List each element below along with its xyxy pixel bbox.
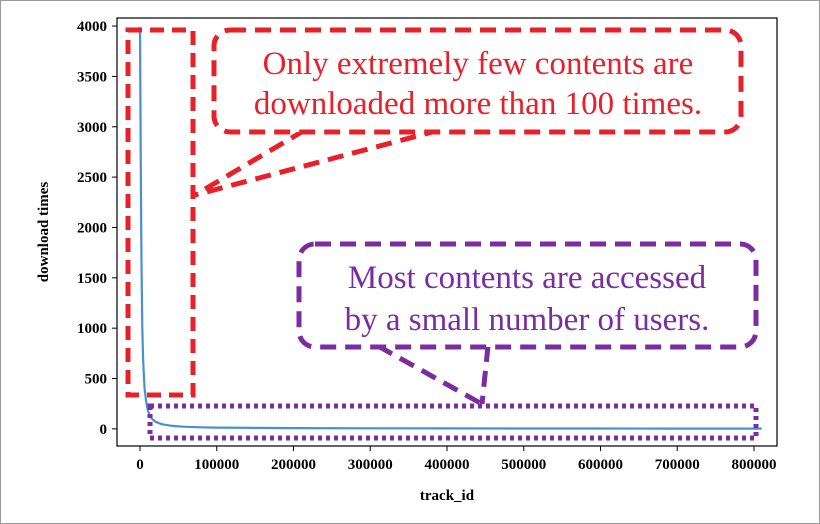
purple-callout-line-1: Most contents are accessed: [348, 260, 707, 296]
x-tick-label: 0: [136, 457, 144, 473]
x-tick-label: 600000: [578, 457, 623, 473]
x-tick-label: 400000: [425, 457, 470, 473]
red-callout-box: [211, 27, 744, 135]
x-tick-label: 700000: [655, 457, 700, 473]
red-callout-line-2: downloaded more than 100 times.: [254, 86, 702, 122]
y-tick-label: 1000: [77, 321, 107, 337]
x-tick-label: 200000: [271, 457, 316, 473]
x-tick-label: 300000: [348, 457, 393, 473]
y-tick-label: 2000: [77, 220, 107, 236]
purple-annotation: Most contents are accessed by a small nu…: [147, 241, 759, 441]
x-tick-label: 800000: [731, 457, 776, 473]
purple-callout-pointer: [376, 343, 491, 407]
purple-callout-box: [296, 241, 759, 350]
red-highlight-box: [125, 27, 196, 398]
x-axis-label: track_id: [420, 488, 475, 504]
y-tick-label: 3000: [77, 120, 107, 136]
axis-ticks: 0 100000 200000 300000 400000 500000 600000 700…: [77, 19, 776, 473]
y-tick-label: 1500: [77, 271, 107, 287]
y-axis-label: download times: [36, 182, 52, 283]
x-tick-label: 100000: [194, 457, 239, 473]
y-tick-label: 3500: [77, 69, 107, 85]
red-annotation: Only extremely few contents are download…: [125, 27, 744, 398]
y-tick-label: 0: [100, 422, 108, 438]
purple-highlight-box: [147, 403, 759, 441]
y-tick-label: 2500: [77, 170, 107, 186]
y-tick-label: 4000: [77, 19, 107, 35]
y-tick-label: 500: [85, 372, 108, 388]
red-callout-pointer: [193, 127, 441, 198]
red-callout-line-1: Only extremely few contents are: [263, 46, 694, 82]
x-tick-label: 500000: [501, 457, 546, 473]
series-line: [138, 27, 762, 430]
purple-callout-line-2: by a small number of users.: [345, 302, 710, 338]
